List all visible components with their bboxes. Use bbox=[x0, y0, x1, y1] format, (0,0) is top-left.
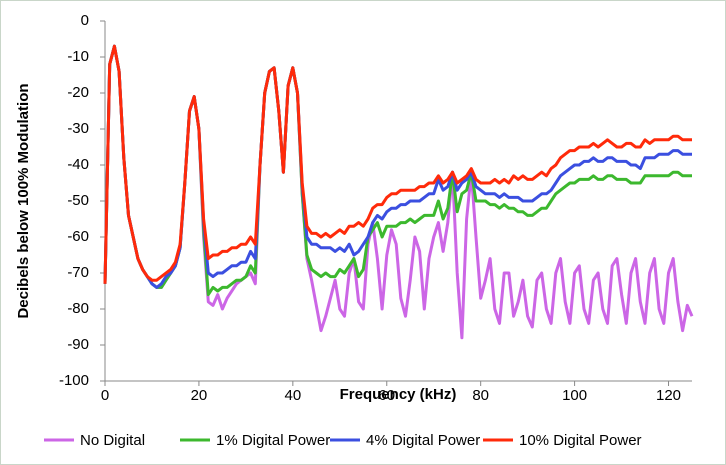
y-tick-label: -10 bbox=[67, 48, 89, 65]
y-tick-label: -50 bbox=[67, 192, 89, 209]
y-tick-label: 0 bbox=[81, 12, 89, 29]
x-tick-label: 120 bbox=[656, 387, 681, 404]
legend-label: 1% Digital Power bbox=[216, 432, 330, 449]
x-axis-title: Frequency (kHz) bbox=[340, 386, 457, 403]
legend-label: 4% Digital Power bbox=[366, 432, 480, 449]
y-tick-label: -60 bbox=[67, 228, 89, 245]
y-axis-title: Decibels below 100% Modulation bbox=[15, 83, 32, 318]
x-tick-label: 20 bbox=[191, 387, 208, 404]
y-tick-label: -90 bbox=[67, 336, 89, 353]
y-tick-label: -80 bbox=[67, 300, 89, 317]
y-tick-label: -100 bbox=[59, 372, 89, 389]
x-tick-label: 0 bbox=[101, 387, 109, 404]
x-tick-label: 80 bbox=[472, 387, 489, 404]
legend-label: 10% Digital Power bbox=[519, 432, 642, 449]
y-tick-label: -30 bbox=[67, 120, 89, 137]
series-line bbox=[103, 44, 692, 284]
y-tick-label: -40 bbox=[67, 156, 89, 173]
x-tick-label: 40 bbox=[284, 387, 301, 404]
y-tick-label: -70 bbox=[67, 264, 89, 281]
legend-label: No Digital bbox=[80, 432, 145, 449]
x-tick-label: 60 bbox=[378, 387, 395, 404]
x-tick-label: 100 bbox=[562, 387, 587, 404]
y-tick-label: -20 bbox=[67, 84, 89, 101]
